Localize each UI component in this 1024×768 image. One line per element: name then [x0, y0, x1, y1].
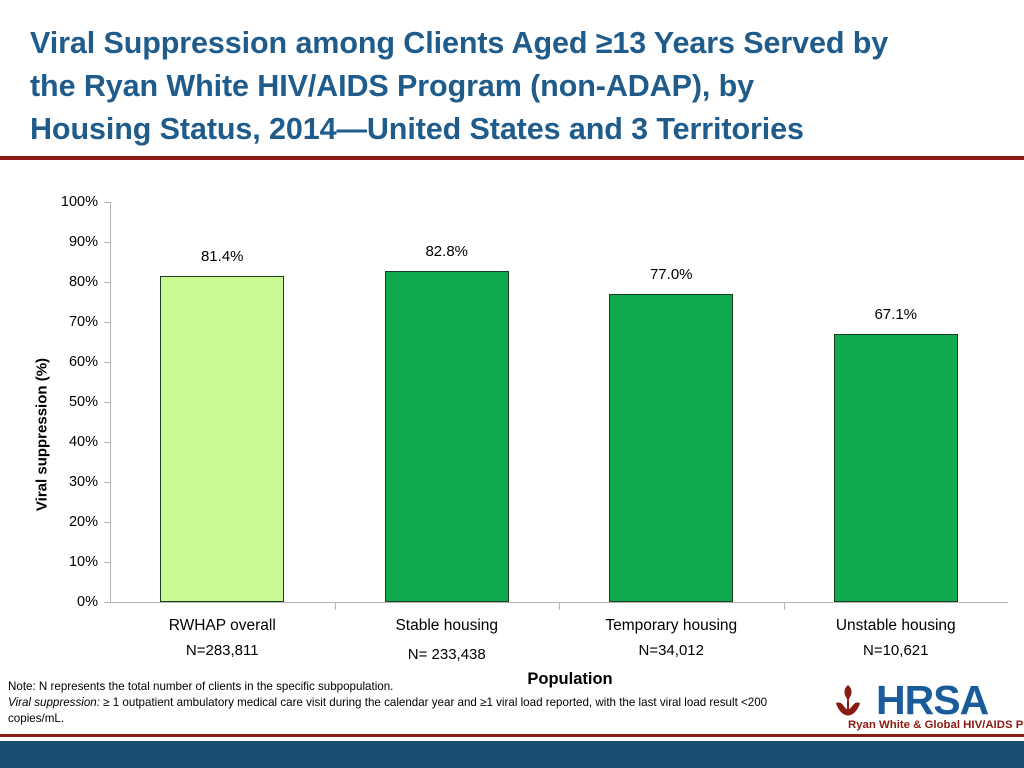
- y-axis-tick-mark: [104, 242, 110, 243]
- bar[interactable]: [160, 276, 285, 602]
- x-axis-category-separator: [783, 603, 785, 610]
- x-axis-category-label: Temporary housing: [605, 617, 738, 634]
- bar-value-label: 81.4%: [200, 248, 244, 266]
- x-axis-category-label: RWHAP overall: [168, 617, 276, 634]
- hrsa-wordmark: HRSA: [876, 677, 989, 723]
- y-axis-tick-mark: [104, 402, 110, 403]
- y-axis-tick-mark: [104, 362, 110, 363]
- page-title-line-1: Viral Suppression among Clients Aged ≥13…: [30, 26, 889, 60]
- y-axis-tick-mark: [104, 602, 110, 603]
- bar-chart: Viral suppression (%) 100% 90% 80% 70% 60% 50…: [0, 166, 1024, 688]
- y-axis-line: [110, 202, 111, 603]
- y-axis-tick-label: 50%: [68, 394, 98, 410]
- y-axis-tick-label: 20%: [68, 514, 98, 530]
- x-axis-category-separator: [559, 603, 560, 610]
- footer-band: [0, 741, 1024, 768]
- hrsa-logo: HRSA Ryan White & Global HIV/AIDS Progra…: [820, 677, 1024, 733]
- bar-value-label: 77.0%: [649, 266, 693, 283]
- x-axis-category-count: N=34,012: [638, 642, 704, 659]
- y-axis-tick-mark: [104, 522, 110, 523]
- hrsa-anchor-icon: [836, 685, 860, 716]
- y-axis-tick-label: 0%: [77, 594, 98, 610]
- y-axis-tick-label: 80%: [68, 274, 98, 290]
- x-axis-category-label: Stable housing: [395, 617, 499, 634]
- y-axis-tick-mark: [104, 282, 110, 283]
- title-divider: [0, 156, 1024, 160]
- y-axis-tick-mark: [104, 482, 110, 483]
- x-axis-title: Population: [527, 670, 613, 688]
- x-axis-category-separator: [334, 603, 336, 610]
- y-axis-tick-label: 100%: [60, 194, 98, 210]
- bar[interactable]: [833, 333, 958, 602]
- x-axis-line: [110, 602, 1008, 603]
- y-axis-tick-mark: [104, 322, 110, 323]
- y-axis-tick-label: 40%: [68, 434, 98, 450]
- footnote-line-1: Note: N represents the total number of c…: [8, 680, 394, 693]
- bar-value-label: 82.8%: [425, 242, 469, 260]
- bar[interactable]: [384, 270, 509, 602]
- footnote: Note: N represents the total number of c…: [8, 679, 808, 728]
- y-axis-tick-label: 90%: [68, 234, 98, 250]
- x-axis-category-count: N=283,811: [185, 642, 259, 659]
- footnote-line-2: ≥ 1 outpatient ambulatory medical care v…: [8, 696, 768, 726]
- x-axis-category-count: N= 233,438: [407, 646, 486, 663]
- y-axis-tick-label: 60%: [68, 354, 98, 370]
- y-axis-tick-mark: [104, 442, 110, 443]
- page-title-line-2: the Ryan White HIV/AIDS Program (non-ADA…: [30, 69, 755, 103]
- y-axis-tick-label: 10%: [68, 554, 98, 570]
- bar[interactable]: [609, 294, 734, 602]
- hrsa-tagline: Ryan White & Global HIV/AIDS Programs: [848, 719, 1024, 731]
- page-title-line-3: Housing Status, 2014—United States and 3…: [30, 112, 804, 146]
- y-axis-tick-mark: [104, 562, 110, 563]
- y-axis-tick-mark: [104, 202, 110, 203]
- footnote-emphasis: Viral suppression:: [8, 696, 100, 710]
- footer-divider: [0, 734, 1024, 737]
- x-axis-category-count: N=10,621: [863, 642, 929, 659]
- y-axis-tick-label: 30%: [68, 474, 98, 490]
- y-axis-tick-label: 70%: [68, 314, 98, 330]
- bar-value-label: 67.1%: [874, 305, 918, 323]
- x-axis-category-label: Unstable housing: [835, 617, 956, 634]
- page-title: Viral Suppression among Clients Aged ≥13…: [30, 22, 1005, 151]
